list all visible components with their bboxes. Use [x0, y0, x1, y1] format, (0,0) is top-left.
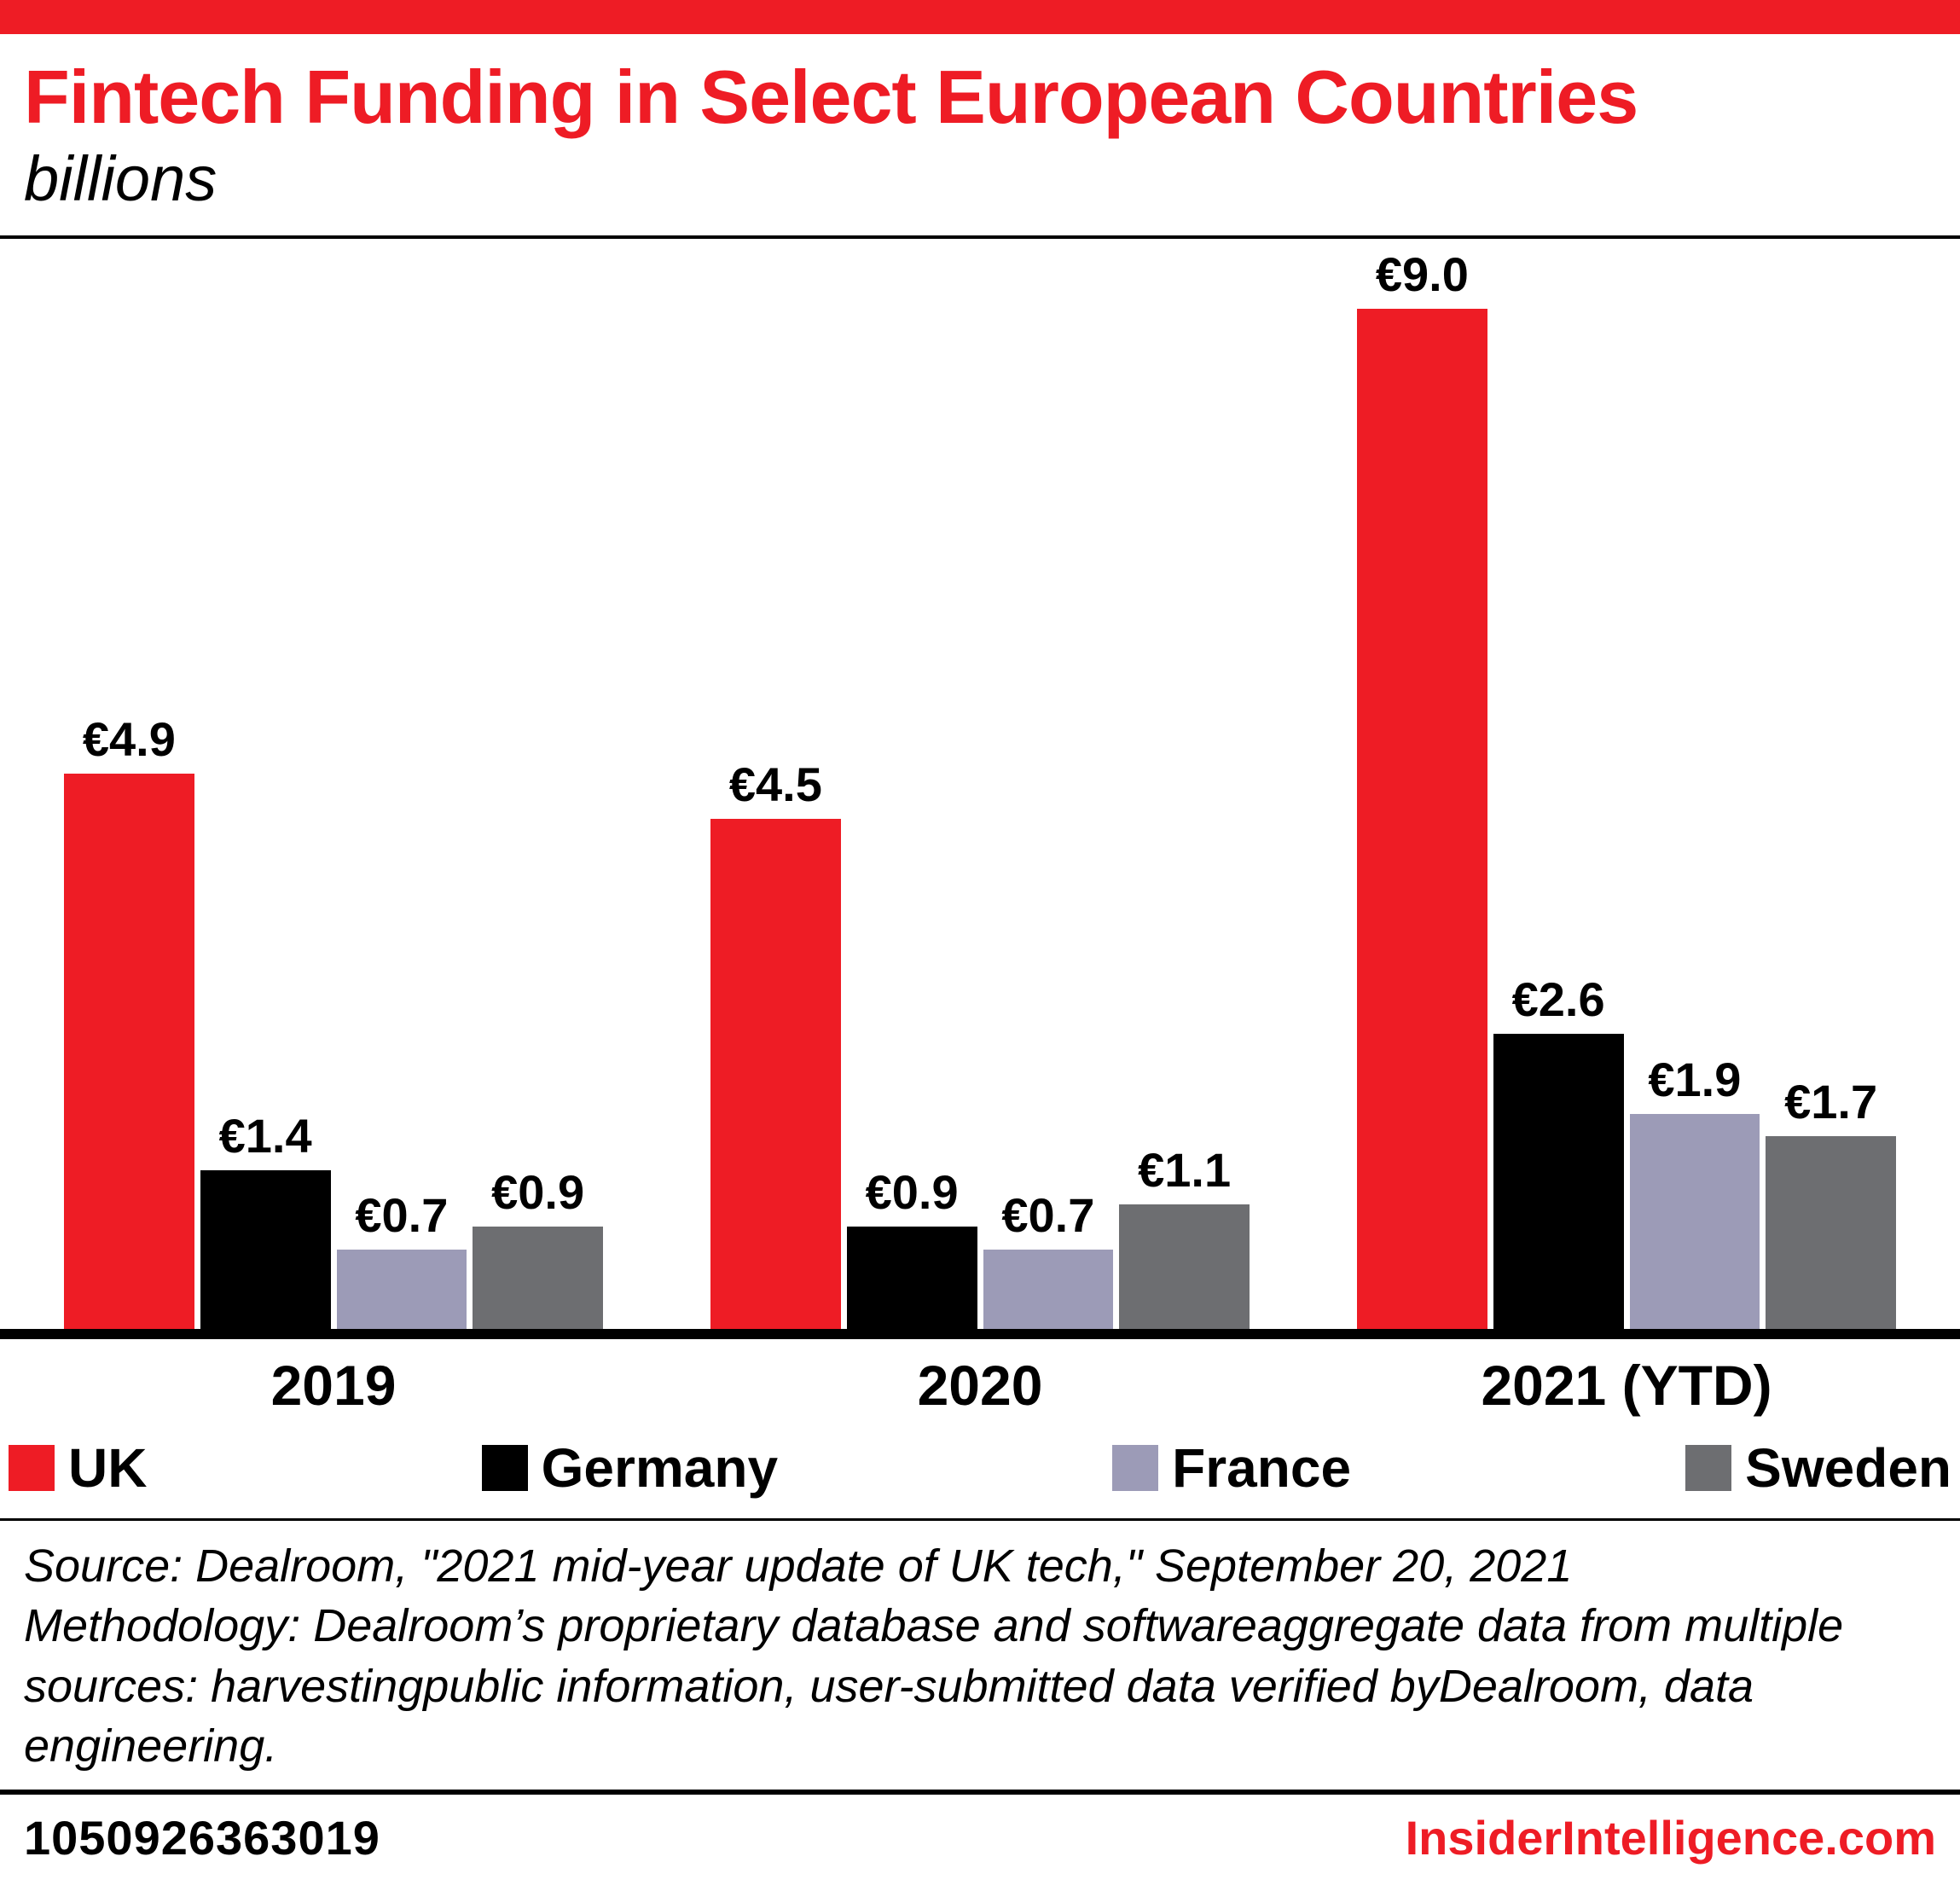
bar-rect-germany	[200, 1170, 331, 1330]
legend-label-uk: UK	[68, 1437, 148, 1500]
bar-col-france-2021-ytd-: €1.9	[1629, 1052, 1760, 1330]
legend-label-germany: Germany	[541, 1437, 779, 1500]
legend-item-uk: UK	[9, 1436, 147, 1500]
bar-col-germany-2019: €1.4	[200, 1108, 331, 1330]
bar-value-label: €9.0	[1375, 247, 1469, 302]
source-note: Source: Dealroom, "2021 mid-year update …	[0, 1518, 1960, 1790]
bar-col-uk-2019: €4.9	[64, 711, 194, 1330]
bar-value-label: €0.9	[491, 1165, 585, 1220]
bar-col-uk-2021-ytd-: €9.0	[1357, 247, 1487, 1330]
bar-rect-france	[336, 1250, 467, 1330]
bar-rect-germany	[1493, 1034, 1624, 1330]
bar-rect-germany	[846, 1227, 977, 1330]
header: Fintech Funding in Select European Count…	[0, 34, 1960, 240]
bar-value-label: €0.9	[865, 1165, 959, 1220]
source-line: Source: Dealroom, "2021 mid-year update …	[24, 1540, 1573, 1592]
legend-item-sweden: Sweden	[1685, 1436, 1951, 1500]
bar-rect-france	[983, 1250, 1114, 1330]
bar-col-sweden-2020: €1.1	[1119, 1142, 1250, 1330]
bar-value-label: €1.1	[1138, 1143, 1232, 1198]
bar-rect-sweden	[1766, 1136, 1896, 1330]
bar-rect-uk	[64, 774, 194, 1330]
bar-value-label: €4.9	[82, 712, 176, 767]
bar-value-label: €1.4	[218, 1109, 312, 1163]
bar-col-france-2019: €0.7	[336, 1187, 467, 1330]
chart-subtitle: billions	[24, 143, 217, 215]
bar-value-label: €0.7	[1001, 1188, 1095, 1243]
bar-rect-france	[1629, 1114, 1760, 1330]
bar-group-2019: €4.9 €1.4 €0.7 €0.9	[64, 711, 603, 1330]
bar-value-label: €1.7	[1784, 1075, 1878, 1129]
bar-value-label: €1.9	[1648, 1053, 1742, 1107]
plot-area: €4.9 €1.4 €0.7 €0.9 €4.5 €0.9 €0.7 €1.1 €9.0 €2.6…	[0, 247, 1960, 1340]
legend-swatch-sweden	[1685, 1445, 1732, 1492]
footer-site-link[interactable]: InsiderIntelligence.com	[1405, 1810, 1936, 1865]
x-axis-label-2019: 2019	[270, 1354, 397, 1418]
bar-value-label: €0.7	[355, 1188, 449, 1243]
x-axis: 2019 2020 2021 (YTD)	[0, 1339, 1960, 1424]
legend-swatch-germany	[481, 1445, 528, 1492]
legend: UK Germany France Sweden	[0, 1436, 1960, 1500]
legend-label-sweden: Sweden	[1745, 1437, 1951, 1500]
legend-swatch-france	[1112, 1445, 1159, 1492]
bar-rect-uk	[710, 819, 841, 1330]
bar-chart: €4.9 €1.4 €0.7 €0.9 €4.5 €0.9 €0.7 €1.1 €9.0 €2.6…	[0, 247, 1960, 1500]
methodology-line: Methodology: Dealroom’s proprietary data…	[24, 1600, 1844, 1772]
footer: 1050926363019 InsiderIntelligence.com	[0, 1789, 1960, 1874]
top-accent-bar	[0, 0, 1960, 34]
footer-chart-id: 1050926363019	[24, 1810, 380, 1865]
legend-item-france: France	[1112, 1436, 1351, 1500]
legend-label-france: France	[1172, 1437, 1352, 1500]
legend-item-germany: Germany	[481, 1436, 779, 1500]
bar-rect-uk	[1357, 309, 1487, 1330]
bar-rect-sweden	[473, 1227, 603, 1330]
bar-col-sweden-2021-ytd-: €1.7	[1766, 1074, 1896, 1330]
bar-col-germany-2020: €0.9	[846, 1164, 977, 1330]
bar-value-label: €4.5	[728, 757, 822, 812]
bar-col-sweden-2019: €0.9	[473, 1164, 603, 1330]
bar-value-label: €2.6	[1511, 972, 1605, 1027]
x-axis-label-2020: 2020	[917, 1354, 1043, 1418]
bar-col-france-2020: €0.7	[983, 1187, 1114, 1330]
bar-rect-sweden	[1119, 1204, 1250, 1330]
bar-group-2021-ytd-: €9.0 €2.6 €1.9 €1.7	[1357, 247, 1896, 1330]
x-axis-label-2021-ytd: 2021 (YTD)	[1481, 1354, 1772, 1418]
legend-swatch-uk	[9, 1445, 55, 1492]
bar-col-uk-2020: €4.5	[710, 757, 841, 1330]
bar-col-germany-2021-ytd-: €2.6	[1493, 972, 1624, 1330]
bar-group-2020: €4.5 €0.9 €0.7 €1.1	[710, 757, 1250, 1330]
chart-title: Fintech Funding in Select European Count…	[24, 55, 1638, 139]
